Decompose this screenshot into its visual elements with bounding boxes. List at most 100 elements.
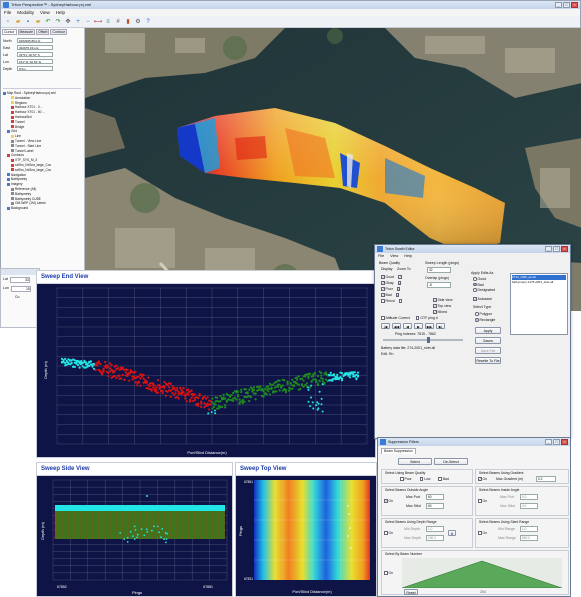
tab-cursor[interactable]: Cursor [2, 29, 17, 35]
checkbox[interactable]: ✓ [384, 499, 388, 504]
select-button[interactable]: Select [398, 458, 432, 465]
redo-icon[interactable]: ↷ [55, 19, 61, 25]
checkbox[interactable]: ✓ [433, 304, 437, 309]
depth-value[interactable]: 8.5m [17, 66, 53, 71]
tab-contour[interactable]: Contour [50, 29, 67, 35]
menu-view[interactable]: View [40, 10, 50, 15]
tree-item[interactable]: Bathymetry [3, 192, 81, 197]
prev-ping-button[interactable]: ◀◀ [392, 323, 401, 329]
first-ping-button[interactable]: |◀ [381, 323, 390, 329]
radio[interactable] [473, 288, 477, 292]
prev-button[interactable]: ◀ [403, 323, 412, 329]
tab-measure[interactable]: Measure [17, 29, 36, 35]
tree-item[interactable]: Tunnel - Start Line [3, 144, 81, 149]
quality-row[interactable]: Rmvd [381, 298, 403, 304]
maximize-button[interactable]: □ [563, 2, 570, 8]
undo-icon[interactable]: ↶ [45, 19, 51, 25]
tree-item[interactable]: Bathymetry [3, 177, 81, 182]
rectangle-option[interactable]: Rectangle [475, 317, 495, 323]
folder-icon[interactable]: ▰ [35, 19, 41, 25]
quality-row[interactable]: ✓Good ✓ [381, 274, 403, 280]
display-checkbox[interactable]: ✓ [381, 275, 385, 280]
tree-item[interactable]: Line [3, 134, 81, 139]
saves-button[interactable]: Saves [475, 337, 501, 344]
quality-row[interactable]: ✓Poor ✓ [381, 286, 403, 292]
map-view[interactable] [85, 28, 581, 311]
min-depth-input[interactable]: 1.0 [426, 526, 444, 532]
gradient-on-option[interactable]: ✓On [478, 477, 487, 481]
chart-icon[interactable]: ▮ [126, 19, 130, 25]
display-checkbox[interactable]: ✓ [381, 293, 385, 298]
tree-item[interactable]: XTF_SYS_M_3 [3, 158, 81, 163]
file-list[interactable]: 2713_c020_e2.all bathymetry 2175-2001_sh… [510, 273, 568, 335]
north-value[interactable]: 6252905.89m N [17, 38, 53, 43]
inside-on-option[interactable]: On [478, 499, 487, 503]
apply-designated-option[interactable]: Designated [473, 288, 495, 294]
display-checkbox[interactable]: ✓ [381, 281, 385, 286]
zoom-checkbox[interactable] [398, 299, 403, 303]
menu-help[interactable]: Help [404, 254, 413, 258]
tree-item[interactable]: Bathymetry CUBE [3, 197, 81, 202]
tree-item[interactable]: Imagery [3, 182, 81, 187]
bad-option[interactable]: Bad [438, 477, 449, 481]
beam-number-on-option[interactable]: On [384, 571, 393, 575]
checkbox[interactable] [384, 531, 388, 535]
min-range-input[interactable]: 1.0 [520, 526, 538, 532]
minimize-button[interactable]: _ [555, 2, 562, 8]
checkbox[interactable] [381, 316, 385, 320]
top-view-option[interactable]: ✓Top view [433, 303, 452, 309]
checkbox[interactable]: ✓ [478, 477, 482, 482]
radio[interactable] [473, 282, 477, 287]
apply-good-option[interactable]: Good [473, 277, 495, 283]
open-icon[interactable]: ▰ [15, 19, 21, 25]
apply-button[interactable]: Apply [475, 327, 501, 334]
tree-item[interactable]: HarbourBrd [3, 115, 81, 120]
gtf-option[interactable]: GTF ping # [415, 316, 438, 320]
lon-value[interactable]: 151°11' 40.62" E [17, 59, 53, 64]
menu-view[interactable]: View [390, 254, 399, 258]
tab-offset[interactable]: Offset [36, 29, 50, 35]
zoom-checkbox[interactable]: ✓ [397, 281, 402, 286]
slant-on-option[interactable]: On [478, 531, 487, 535]
low-option[interactable]: Low [419, 477, 430, 481]
tree-item[interactable]: Harbour XT01 - 3 ... [3, 105, 81, 110]
help-icon[interactable]: ? [146, 19, 150, 25]
maximize-button[interactable]: □ [553, 246, 560, 252]
zoom-out-icon[interactable]: − [86, 19, 90, 25]
display-checkbox[interactable]: ✓ [381, 287, 385, 292]
tree-item[interactable]: Bridge [3, 125, 81, 130]
next-button[interactable]: ▶ [414, 323, 423, 329]
zoom-checkbox[interactable]: ✓ [398, 275, 402, 280]
depth-on-option[interactable]: On [384, 531, 393, 535]
tree-item[interactable]: Reference (All) [3, 187, 81, 192]
menu-file[interactable]: File [4, 10, 12, 15]
checkbox[interactable] [478, 499, 482, 503]
close-button[interactable]: × [561, 439, 568, 445]
file-list-item[interactable]: bathymetry 2175-2001_shet.all [512, 279, 554, 284]
menu-modality[interactable]: Modality [17, 10, 35, 15]
tree-item[interactable]: sxf5m_NxSea_large_Cov [3, 168, 81, 173]
ping-slider-thumb[interactable] [427, 337, 430, 343]
poor-option[interactable]: Poor [400, 477, 412, 481]
settings-icon[interactable]: ⚙ [135, 19, 141, 25]
max-depth-input[interactable]: 100.0 [426, 535, 444, 541]
tree-item[interactable]: OM-WRF (1M) Latest [3, 201, 81, 206]
polygon-option[interactable]: Polygon [475, 311, 495, 317]
deselect-button[interactable]: De-Select [434, 458, 468, 465]
tree-item[interactable]: Tunnel - View Line [3, 139, 81, 144]
measure-icon[interactable]: ⟷ [93, 19, 103, 25]
next-ping-button[interactable]: ▶▶ [425, 323, 434, 329]
tree-item[interactable]: Annotation [3, 96, 81, 101]
rewrite-to-file-button[interactable]: Rewrite To File [475, 357, 501, 364]
reset-button[interactable]: Reset [404, 589, 418, 595]
checkbox[interactable] [400, 477, 404, 481]
tree-item[interactable]: Map Root - SydneyHarbour.prj.xml [3, 91, 81, 96]
checkbox[interactable]: ✓ [433, 310, 437, 315]
tree-item[interactable]: Tunnel [3, 120, 81, 125]
tree-item[interactable]: Regions [3, 101, 81, 106]
quality-row[interactable]: ✓Bad ✓ [381, 292, 403, 298]
checkbox[interactable] [478, 531, 482, 535]
ping-slider-track[interactable] [383, 337, 463, 343]
tree-item[interactable]: Navigation [3, 173, 81, 178]
menu-help[interactable]: Help [55, 10, 65, 15]
